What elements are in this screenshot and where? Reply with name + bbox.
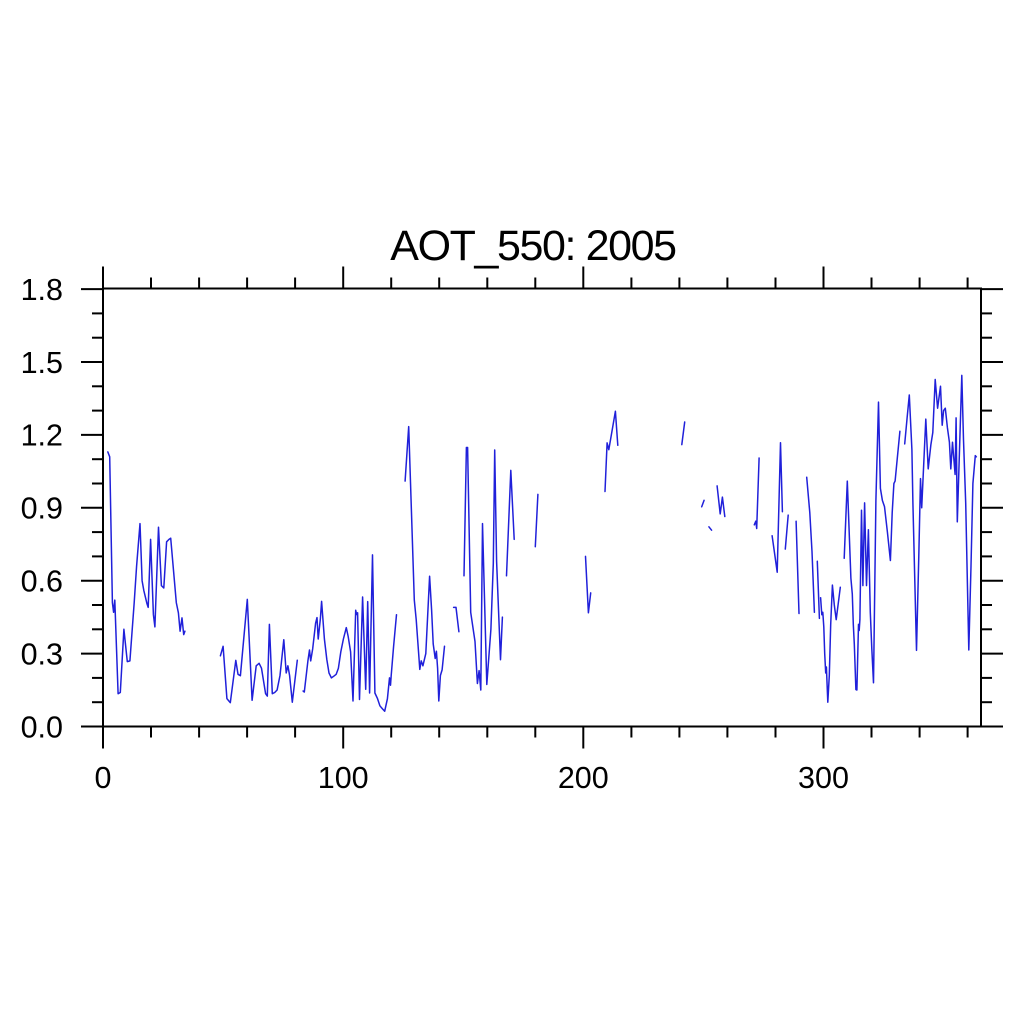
- svg-text:1.2: 1.2: [21, 419, 63, 453]
- svg-text:0.9: 0.9: [21, 492, 63, 526]
- svg-text:0: 0: [95, 761, 112, 795]
- svg-text:1.5: 1.5: [21, 346, 63, 380]
- svg-text:200: 200: [558, 761, 609, 795]
- svg-text:0.6: 0.6: [21, 565, 63, 599]
- svg-text:0.3: 0.3: [21, 637, 63, 671]
- svg-text:300: 300: [798, 761, 849, 795]
- svg-text:100: 100: [318, 761, 369, 795]
- svg-text:1.8: 1.8: [21, 273, 63, 307]
- svg-text:0.0: 0.0: [21, 710, 63, 744]
- svg-text:AOT_550: 2005: AOT_550: 2005: [390, 222, 676, 270]
